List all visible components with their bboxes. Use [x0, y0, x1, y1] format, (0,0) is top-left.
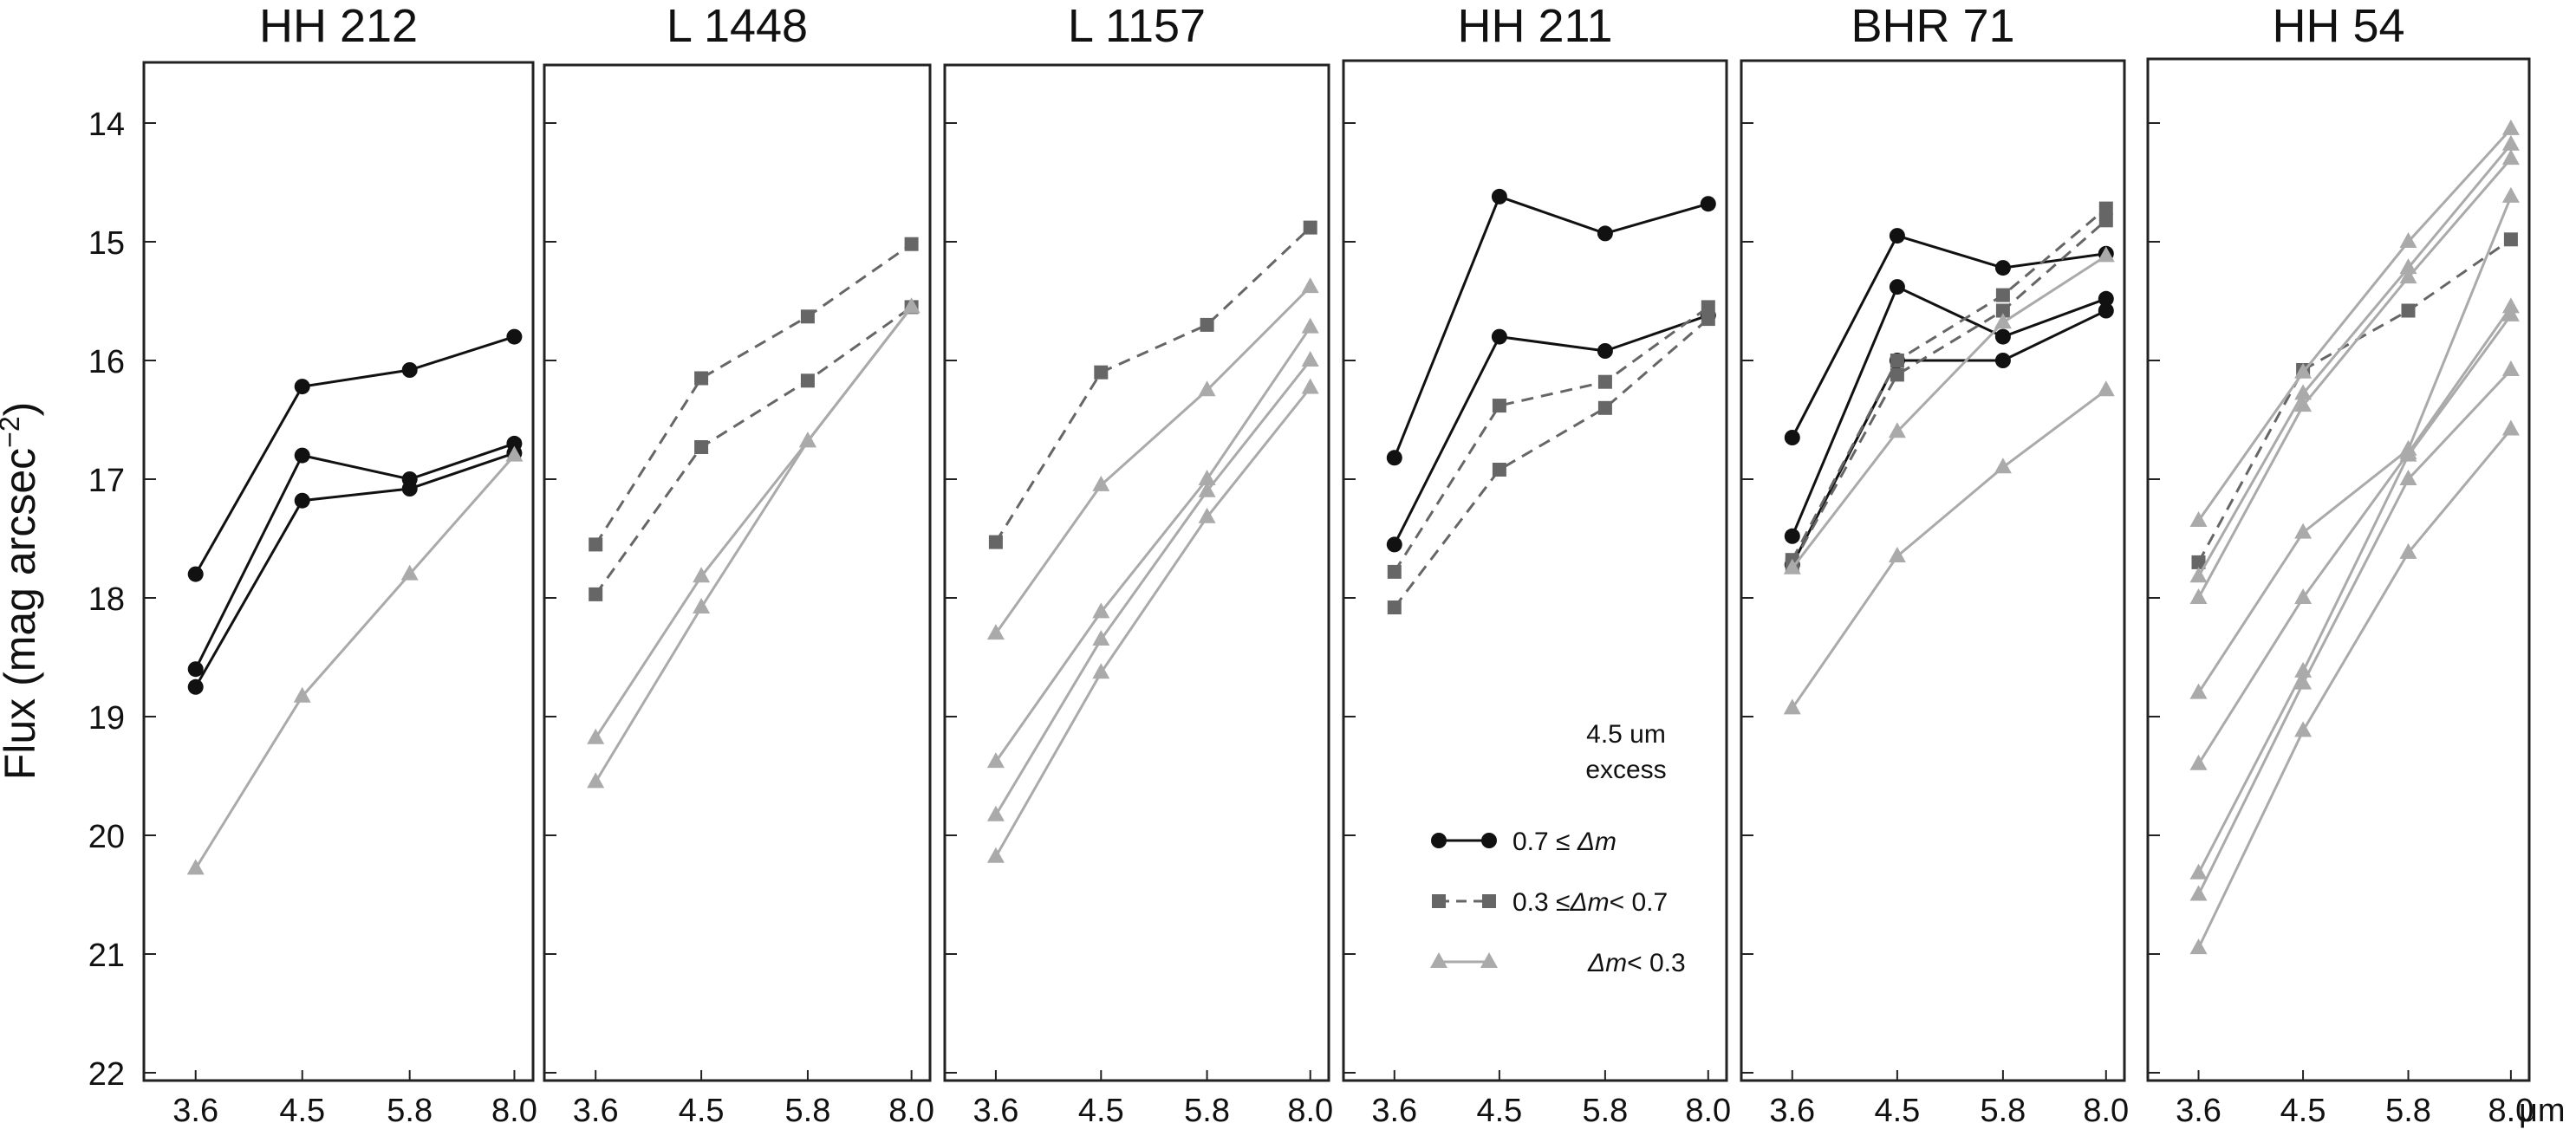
- x-tick-label: 3.6: [573, 1093, 619, 1129]
- panel-frame: [1740, 59, 2126, 1082]
- x-tick-label: 3.6: [1769, 1093, 1815, 1129]
- x-tick-label: 5.8: [1184, 1093, 1230, 1129]
- y-tick-label: 14: [88, 107, 125, 143]
- legend-entry-medium: 0.3 ≤Δm< 0.7: [1432, 888, 1668, 917]
- x-tick-label: 8.0: [491, 1093, 537, 1129]
- panel-title: L 1157: [1068, 0, 1206, 52]
- legend-entry-weak: Δm< 0.3: [1430, 949, 1686, 977]
- series-line-weak: [1783, 380, 2115, 715]
- x-tick-label: 5.8: [1582, 1093, 1628, 1129]
- x-tick-label: 8.0: [888, 1093, 934, 1129]
- y-tick-label: 22: [88, 1056, 125, 1093]
- panel-title: L 1448: [667, 0, 808, 52]
- legend-label: 0.7 ≤ Δm: [1512, 828, 1617, 856]
- x-unit-label: μm: [2519, 1093, 2566, 1129]
- x-tick-label: 8.0: [1685, 1093, 1731, 1129]
- series-line-strong: [1386, 188, 1716, 466]
- series-line-weak: [1783, 246, 2115, 574]
- series-line-medium: [1387, 312, 1715, 614]
- x-tick-label: 8.0: [2488, 1093, 2534, 1129]
- x-tick-label: 4.5: [2280, 1093, 2326, 1129]
- y-tick-label: 20: [88, 819, 125, 855]
- series-line-strong: [1784, 279, 2114, 544]
- x-tick-label: 5.8: [2385, 1093, 2431, 1129]
- series-line-medium: [589, 237, 919, 552]
- x-tick-label: 8.0: [1287, 1093, 1333, 1129]
- x-tick-label: 5.8: [387, 1093, 433, 1129]
- y-tick-label: 18: [88, 581, 125, 618]
- x-tick-label: 3.6: [2176, 1093, 2221, 1129]
- panel-4: HH 211 3.6 4.5 5.8 8.0: [1342, 0, 1731, 1129]
- series-line-weak: [2189, 297, 2520, 770]
- panel-title: BHR 71: [1851, 0, 2014, 52]
- x-tick-label: 8.0: [2083, 1093, 2129, 1129]
- panel-3: L 1157 3.6 4.5 5.8 8.0: [943, 0, 1333, 1129]
- legend-label: 0.3 ≤Δm< 0.7: [1512, 888, 1668, 917]
- y-tick-label: 21: [88, 938, 125, 974]
- panel-frame: [142, 61, 535, 1082]
- series-line-weak: [587, 297, 920, 789]
- x-tick-label: 3.6: [172, 1093, 218, 1129]
- panel-title: HH 212: [259, 0, 418, 52]
- series-line-strong: [187, 328, 523, 582]
- y-tick-label: 17: [88, 463, 125, 499]
- panel-frame: [1342, 59, 1728, 1082]
- legend-label: Δm< 0.3: [1587, 949, 1686, 977]
- legend-entry-strong: 0.7 ≤ Δm: [1431, 828, 1617, 856]
- panel-frame: [2146, 57, 2531, 1082]
- panel-5: BHR 71 3.6 4.5 5.8 8.0: [1740, 0, 2129, 1129]
- series-line-medium: [589, 300, 919, 601]
- x-tick-label: 5.8: [785, 1093, 831, 1129]
- series-line-weak: [986, 351, 1319, 821]
- series-line-weak: [2189, 119, 2520, 527]
- panel-1: HH 212 14 15 16 17 18 19 20 21 22 3.6 4.5 5.8 8.0: [88, 0, 537, 1129]
- panel-title: HH 211: [1457, 0, 1612, 52]
- series-line-weak: [587, 297, 920, 744]
- x-tick-label: 4.5: [679, 1093, 725, 1129]
- x-tick-label: 4.5: [1476, 1093, 1522, 1129]
- series-line-strong: [1386, 307, 1716, 553]
- y-tick-label: 16: [88, 344, 125, 380]
- series-line-weak: [986, 277, 1319, 640]
- series-line-weak: [986, 317, 1319, 769]
- y-tick-label: 15: [88, 225, 125, 262]
- panel-title: HH 54: [2272, 0, 2404, 52]
- x-tick-label: 4.5: [1078, 1093, 1124, 1129]
- series-line-weak: [986, 378, 1319, 863]
- panel-frame: [543, 63, 932, 1082]
- series-line-weak: [2189, 305, 2520, 880]
- panel-frame: [943, 63, 1330, 1082]
- series-line-strong: [1784, 228, 2114, 445]
- series-line-weak: [186, 445, 524, 875]
- series-line-medium: [1387, 300, 1715, 579]
- series-line-weak: [2189, 419, 2520, 955]
- series-line-weak: [2189, 360, 2520, 901]
- legend: 4.5 um excess 0.7 ≤ Δm 0.3 ≤Δm< 0.7 Δm< 0.3: [1430, 720, 1686, 977]
- y-axis-label: Flux (mag arcsec−2): [0, 402, 44, 781]
- panel-6: HH 54 3.6 4.5 5.8 8.0: [2146, 0, 2534, 1129]
- x-tick-label: 3.6: [973, 1093, 1019, 1129]
- panel-2: L 1448 3.6 4.5 5.8 8.0: [543, 0, 934, 1129]
- x-tick-label: 4.5: [1874, 1093, 1920, 1129]
- x-tick-label: 3.6: [1371, 1093, 1417, 1129]
- series-line-medium: [988, 220, 1317, 549]
- x-tick-label: 4.5: [279, 1093, 325, 1129]
- legend-title-line2: excess: [1585, 756, 1666, 784]
- legend-title-line1: 4.5 um: [1586, 720, 1666, 749]
- y-tick-label: 19: [88, 700, 125, 737]
- x-tick-label: 5.8: [1980, 1093, 2026, 1129]
